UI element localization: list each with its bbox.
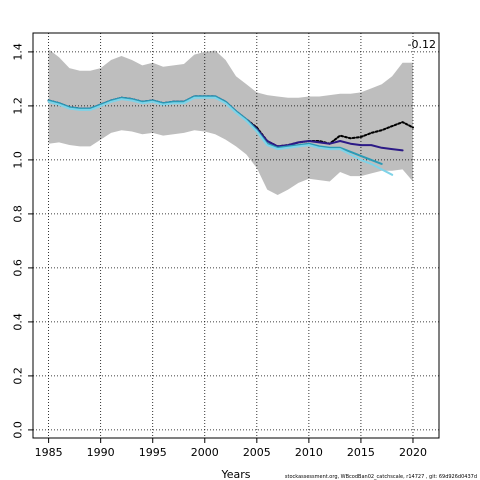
y-tick-label: 0.2	[12, 367, 25, 385]
x-tick-label: 2020	[399, 446, 427, 459]
x-tick-label: 2000	[191, 446, 219, 459]
x-tick-label: 2005	[243, 446, 271, 459]
y-tick-label: 1.0	[12, 151, 25, 169]
y-tick-label: 0.6	[12, 259, 25, 277]
y-tick-label: 0.8	[12, 205, 25, 223]
annotation-label: -0.12	[408, 38, 436, 51]
y-tick-label: 0.4	[12, 313, 25, 331]
y-tick-label: 1.4	[12, 43, 25, 61]
x-tick-label: 2015	[347, 446, 375, 459]
confidence-band	[48, 49, 413, 196]
x-axis-title: Years	[220, 468, 250, 480]
x-tick-label: 2010	[295, 446, 323, 459]
axis-layer: 1985 1990 1995 2000 2005 2010 2015 2020 0.0 0.2 0.…	[12, 43, 427, 459]
footer-note: stockassessment.org, WBcodBan02_catchsca…	[285, 474, 477, 480]
x-tick-label: 1995	[139, 446, 167, 459]
series-line-4	[47, 96, 394, 176]
x-tick-label: 1985	[35, 446, 63, 459]
y-tick-label: 0.0	[12, 421, 25, 439]
confidence-band-layer	[48, 49, 413, 196]
series-layer	[47, 95, 414, 176]
x-tick-label: 1990	[87, 446, 115, 459]
plot-frame	[32, 32, 440, 439]
y-tick-label: 1.2	[12, 97, 25, 115]
series-line-3	[47, 95, 383, 165]
